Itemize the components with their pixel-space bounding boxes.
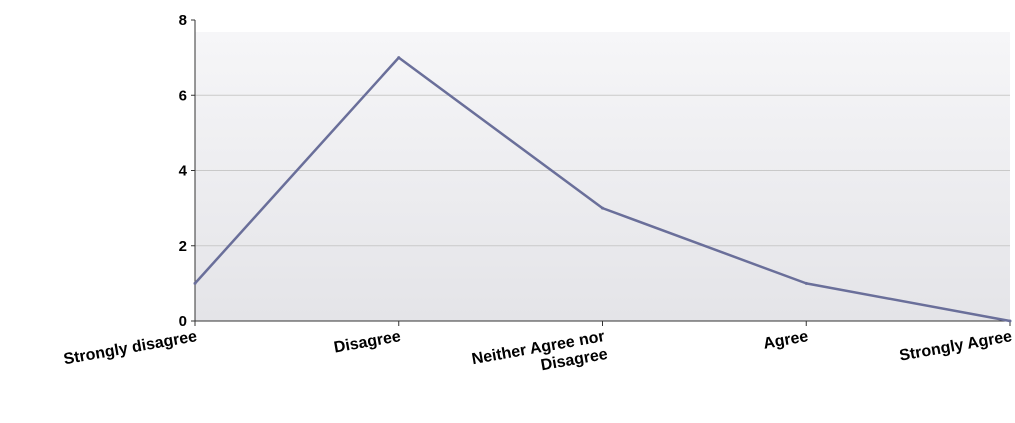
data-point — [397, 56, 401, 60]
data-point — [804, 281, 808, 285]
y-tick-label: 0 — [179, 313, 187, 330]
x-tick-label: Strongly Agree — [898, 328, 1013, 365]
data-point — [601, 206, 604, 210]
data-point — [1008, 319, 1012, 323]
y-tick-label: 6 — [179, 87, 187, 104]
y-tick-label: 8 — [179, 12, 187, 29]
x-tick-label: Agree — [762, 328, 810, 353]
x-tick-label-line: Disagree — [333, 328, 403, 356]
plot-background — [195, 32, 1010, 321]
x-tick-label-line: Strongly Agree — [898, 328, 1013, 365]
x-tick-labels: Strongly disagree Disagree Neither Agree n… — [62, 328, 1013, 374]
y-tick-labels: 0 2 4 6 8 — [179, 12, 188, 330]
grid-lines — [195, 94, 1010, 247]
x-tick-label-line: Agree — [762, 328, 810, 353]
x-tick-label-line: Strongly disagree — [62, 328, 198, 368]
x-tick-label: Disagree — [333, 328, 403, 356]
series-group — [193, 56, 1012, 323]
data-point — [193, 281, 197, 285]
y-tick-label: 4 — [179, 163, 188, 180]
x-tick-label: Strongly disagree — [62, 328, 198, 368]
axes — [191, 19, 1011, 326]
y-tick-label: 2 — [179, 238, 187, 255]
